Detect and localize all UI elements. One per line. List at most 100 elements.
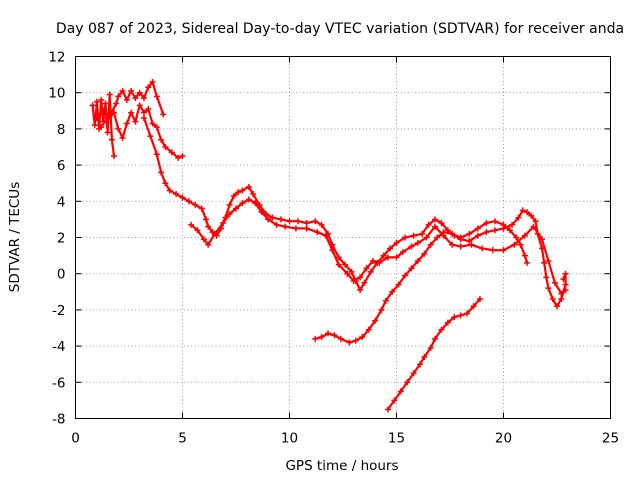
data-point (100, 107, 107, 114)
data-point (168, 149, 175, 156)
data-point (506, 227, 513, 234)
data-point (115, 93, 122, 100)
data-point (245, 196, 252, 203)
chart-title: Day 087 of 2023, Sidereal Day-to-day VTE… (56, 21, 624, 37)
data-point (491, 227, 498, 234)
plot-area (89, 78, 569, 413)
data-point (145, 105, 152, 112)
data-point (162, 144, 169, 150)
data-point (438, 326, 445, 333)
data-point (123, 120, 130, 127)
data-point (220, 220, 227, 227)
data-point (438, 220, 445, 227)
data-point (158, 169, 165, 176)
y-tick-label: -6 (52, 375, 65, 391)
data-point (476, 296, 483, 303)
data-point (128, 87, 135, 94)
data-point (145, 84, 152, 91)
data-point (500, 247, 507, 254)
data-point (427, 241, 434, 248)
data-point (479, 245, 486, 252)
data-point (451, 314, 458, 321)
data-point (457, 234, 464, 241)
data-point (404, 379, 411, 386)
data-point (421, 353, 428, 360)
y-tick-label: 12 (48, 50, 65, 66)
data-point (140, 95, 147, 102)
data-point (192, 201, 199, 208)
data-point (211, 230, 218, 237)
data-point (397, 388, 404, 395)
data-point (282, 223, 289, 230)
y-tick-label: 4 (57, 194, 66, 210)
data-point (457, 243, 464, 250)
data-point (474, 225, 481, 232)
data-point (530, 223, 537, 230)
data-point (200, 236, 207, 243)
data-point (198, 205, 205, 212)
data-point (303, 220, 310, 227)
data-point (562, 281, 569, 288)
data-point (417, 361, 424, 368)
data-point (348, 268, 355, 275)
data-point (346, 339, 353, 346)
data-point (457, 312, 464, 319)
data-point (524, 259, 531, 266)
data-point (410, 232, 417, 239)
y-tick-label: -2 (52, 303, 65, 319)
data-point (363, 265, 370, 272)
data-point (539, 236, 546, 243)
data-point (98, 124, 105, 131)
data-point (132, 95, 139, 102)
data-point (432, 216, 439, 223)
data-point (410, 370, 417, 377)
data-point (359, 334, 366, 341)
series-trace-5 (314, 220, 529, 344)
data-point (185, 198, 192, 205)
data-point (111, 109, 118, 116)
data-point (153, 151, 160, 158)
y-tick-label: -4 (52, 339, 65, 355)
data-point (399, 248, 406, 255)
data-point (524, 209, 531, 216)
data-point (464, 310, 471, 317)
data-point (104, 115, 111, 122)
data-point (158, 136, 165, 143)
data-point (128, 109, 135, 116)
data-point (239, 200, 246, 207)
data-point (140, 109, 147, 116)
y-tick-label: 10 (48, 86, 65, 102)
data-point (147, 133, 154, 140)
data-point (136, 102, 143, 109)
data-point (382, 297, 389, 304)
data-point (432, 223, 439, 230)
data-point (258, 209, 265, 216)
series-0 (89, 78, 569, 413)
data-point (468, 241, 475, 248)
data-point (562, 286, 569, 293)
data-point (350, 277, 357, 284)
data-point (419, 230, 426, 237)
series-trace-6 (386, 297, 482, 411)
data-point (367, 268, 374, 275)
data-point (408, 265, 415, 272)
data-point (335, 261, 342, 268)
data-point (292, 225, 299, 232)
data-point (312, 335, 319, 342)
data-point (93, 115, 100, 122)
data-point (160, 111, 167, 118)
data-point (98, 96, 105, 103)
data-point (369, 258, 376, 265)
data-point (357, 274, 364, 281)
data-point (132, 118, 139, 125)
plot-frame (75, 56, 611, 419)
data-point (312, 218, 319, 225)
data-point (318, 221, 325, 228)
data-point (162, 180, 169, 187)
data-point (89, 102, 96, 109)
data-point (111, 153, 118, 160)
data-point (391, 397, 398, 404)
y-tick-label: -8 (52, 412, 65, 428)
axis-ticks (75, 56, 611, 419)
data-point (519, 207, 526, 214)
